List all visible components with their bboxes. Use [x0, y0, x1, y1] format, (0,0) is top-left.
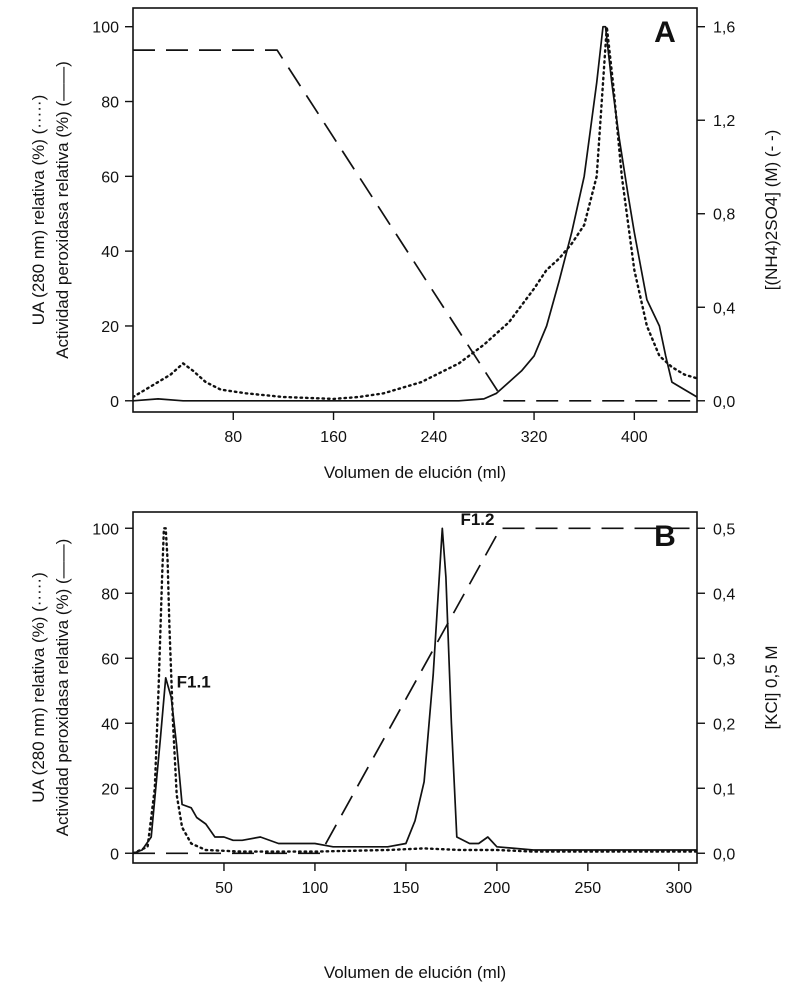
x-axis-title: Volumen de elución (ml) — [324, 463, 506, 482]
y-tick-label: 20 — [101, 781, 119, 798]
peak-annotation: F1.2 — [460, 510, 494, 529]
panel-a: 80 160 240 320 400 0 20 40 60 80 100 0,0 0,4 0,8 1,2 1,… — [29, 7, 781, 482]
x-tick-label: 400 — [621, 429, 648, 446]
y-tick-label: 100 — [92, 521, 119, 538]
y2-tick-label: 0,8 — [713, 207, 735, 224]
x-axis-title: Volumen de elución (ml) — [324, 963, 506, 982]
x-tick-label: 250 — [574, 880, 601, 897]
y2-tick-label: 0,0 — [713, 846, 735, 863]
y-tick-label: 40 — [101, 716, 119, 733]
y-tick-label: 60 — [101, 651, 119, 668]
x-tick-label: 100 — [302, 880, 329, 897]
x-tick-label: 200 — [484, 880, 511, 897]
salt-gradient-dashed-line — [133, 49, 697, 402]
y2-tick-label: 0,5 — [713, 521, 735, 538]
y2-tick-label: 0,2 — [713, 716, 735, 733]
panel-letter: B — [654, 520, 676, 553]
y-tick-label: 100 — [92, 20, 119, 37]
y-tick-label: 40 — [101, 244, 119, 261]
y-tick-label: 80 — [101, 586, 119, 603]
y-axis-title-activity: Actividad peroxidasa relativa (%) (——) — [53, 61, 72, 359]
x-tick-label: 150 — [393, 880, 420, 897]
x-tick-label: 50 — [215, 880, 233, 897]
y-axis-title-absorbance: UA (280 nm) relativa (%) (·····) — [29, 95, 48, 325]
y2-axis-title: [KCl] 0,5 M — [762, 645, 781, 729]
y2-tick-label: 1,6 — [713, 20, 735, 37]
y2-tick-label: 0,4 — [713, 586, 735, 603]
panel-b: 50 100 150 200 250 300 0 20 40 60 80 100 0,0 0,1 0,2 0,… — [29, 510, 781, 982]
x-tick-label: 160 — [320, 429, 347, 446]
y2-axis-title: [(NH4)2SO4] (M) (- -) — [762, 130, 781, 291]
x-tick-label: 320 — [521, 429, 548, 446]
x-tick-label: 240 — [420, 429, 447, 446]
absorbance-dotted-line — [133, 527, 697, 855]
x-tick-label: 80 — [224, 429, 242, 446]
activity-solid-line — [133, 527, 697, 855]
y2-tick-label: 0,3 — [713, 651, 735, 668]
y-tick-label: 20 — [101, 319, 119, 336]
panel-letter: A — [654, 16, 676, 49]
activity-solid-line — [133, 25, 697, 402]
plot-frame — [132, 511, 698, 864]
plot-frame — [132, 7, 698, 413]
peak-annotation: F1.1 — [177, 673, 211, 692]
y2-tick-label: 0,0 — [713, 394, 735, 411]
salt-gradient-dashed-line — [133, 527, 697, 855]
y-axis-title-activity: Actividad peroxidasa relativa (%) (——) — [53, 539, 72, 837]
y2-tick-label: 0,1 — [713, 781, 735, 798]
y-tick-label: 0 — [110, 394, 119, 411]
y-tick-label: 80 — [101, 95, 119, 112]
absorbance-dotted-line — [133, 25, 697, 401]
y2-tick-label: 1,2 — [713, 113, 735, 130]
x-tick-label: 300 — [665, 880, 692, 897]
y-tick-label: 60 — [101, 169, 119, 186]
y2-tick-label: 0,4 — [713, 300, 735, 317]
y-axis-title-absorbance: UA (280 nm) relativa (%) (·····) — [29, 572, 48, 802]
y-tick-label: 0 — [110, 846, 119, 863]
